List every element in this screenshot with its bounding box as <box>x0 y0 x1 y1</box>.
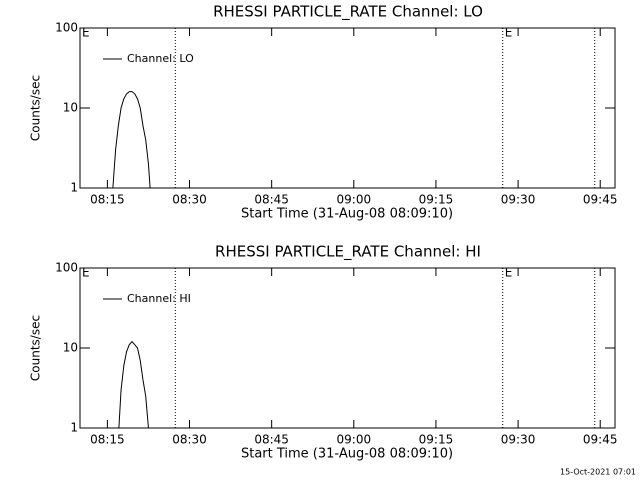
annotation: E <box>505 26 513 40</box>
chart-title: RHESSI PARTICLE_RATE Channel: LO <box>213 3 483 22</box>
footer: 15-Oct-2021 07:01 <box>560 468 636 477</box>
x-tick-label: 09:30 <box>501 433 536 447</box>
y-tick-label: 10 <box>63 101 78 115</box>
y-tick-label: 100 <box>55 261 78 275</box>
x-tick-label: 09:45 <box>583 433 618 447</box>
x-tick-label: 09:15 <box>419 433 454 447</box>
annotation: E <box>505 266 513 280</box>
x-tick-label: 08:15 <box>90 433 125 447</box>
x-tick-label: 09:00 <box>337 433 372 447</box>
chart-title: RHESSI PARTICLE_RATE Channel: HI <box>215 243 481 262</box>
annotation: E <box>82 26 90 40</box>
x-tick-label: 08:30 <box>172 433 207 447</box>
series-line <box>118 340 149 429</box>
x-axis-label: Start Time (31-Aug-08 08:09:10) <box>241 447 453 462</box>
y-tick-label: 100 <box>55 21 78 35</box>
y-axis-label: Counts/sec <box>29 315 43 381</box>
x-tick-label: 08:45 <box>254 193 289 207</box>
y-tick-label: 1 <box>70 181 78 195</box>
y-tick-label: 1 <box>70 421 78 435</box>
y-axis-label: Counts/sec <box>29 75 43 141</box>
legend-label: Channel: HI <box>127 292 191 305</box>
annotation: E <box>82 266 90 280</box>
legend-label: Channel: LO <box>127 52 194 65</box>
y-tick-label: 10 <box>63 341 78 355</box>
series-line <box>112 91 151 189</box>
x-tick-label: 09:00 <box>337 193 372 207</box>
x-tick-label: 08:15 <box>90 193 125 207</box>
x-tick-label: 08:30 <box>172 193 207 207</box>
x-tick-label: 09:30 <box>501 193 536 207</box>
x-axis-label: Start Time (31-Aug-08 08:09:10) <box>241 207 453 222</box>
x-tick-label: 09:45 <box>583 193 618 207</box>
x-tick-label: 09:15 <box>419 193 454 207</box>
x-tick-label: 08:45 <box>254 433 289 447</box>
